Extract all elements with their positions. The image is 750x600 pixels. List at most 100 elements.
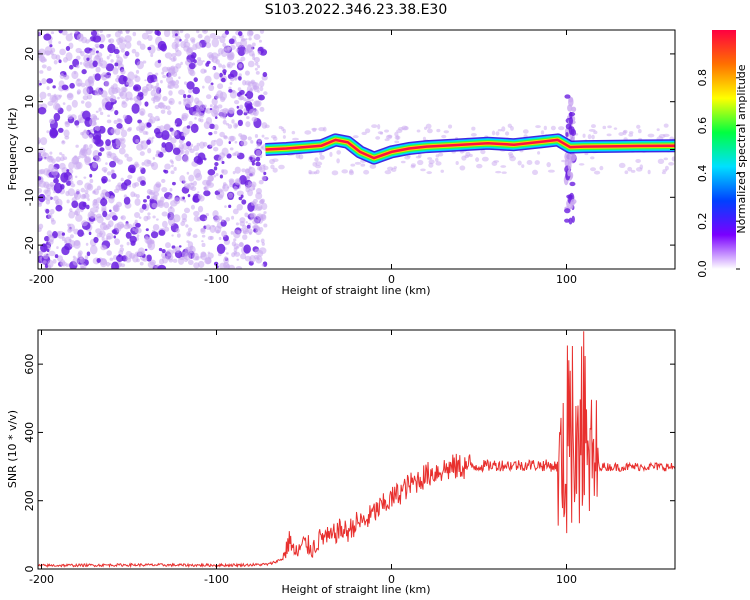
- noise-speckle: [213, 130, 218, 135]
- noise-speckle: [80, 116, 83, 120]
- noise-speckle: [192, 180, 198, 186]
- track-speckle: [423, 126, 428, 130]
- noise-speckle: [174, 246, 181, 254]
- noise-speckle: [209, 33, 217, 39]
- noise-speckle: [38, 169, 44, 175]
- noise-speckle: [84, 182, 92, 190]
- track-speckle: [578, 163, 585, 166]
- noise-speckle: [40, 243, 48, 253]
- noise-speckle: [146, 74, 154, 84]
- noise-speckle: [184, 252, 192, 261]
- noise-speckle: [106, 235, 112, 240]
- noise-speckle: [38, 193, 46, 203]
- noise-speckle: [150, 53, 154, 58]
- noise-speckle: [173, 83, 179, 89]
- noise-speckle: [46, 66, 52, 71]
- noise-speckle: [195, 42, 203, 50]
- track-speckle: [329, 151, 333, 157]
- noise-speckle: [119, 42, 127, 50]
- noise-speckle: [236, 258, 240, 261]
- noise-speckle: [115, 46, 119, 50]
- track-speckle: [668, 162, 675, 166]
- noise-speckle: [93, 236, 99, 244]
- noise-speckle: [134, 198, 141, 206]
- noise-speckle: [137, 91, 141, 94]
- noise-speckle: [67, 114, 74, 120]
- noise-speckle: [210, 139, 216, 147]
- noise-speckle: [140, 125, 145, 132]
- track-speckle: [312, 128, 317, 132]
- noise-speckle: [203, 190, 211, 197]
- noise-speckle: [38, 31, 42, 36]
- noise-speckle: [85, 101, 92, 109]
- noise-speckle: [115, 137, 123, 147]
- noise-speckle: [180, 61, 183, 65]
- noise-speckle: [207, 251, 211, 255]
- noise-speckle: [61, 140, 65, 144]
- noise-speckle: [166, 254, 174, 261]
- noise-speckle: [43, 33, 52, 41]
- track-speckle: [349, 169, 354, 174]
- noise-speckle: [186, 47, 193, 56]
- noise-speckle: [69, 82, 75, 89]
- noise-speckle: [160, 196, 165, 202]
- track-speckle: [426, 171, 433, 175]
- noise-speckle: [131, 48, 137, 54]
- noise-speckle: [125, 231, 132, 239]
- noise-speckle: [234, 76, 239, 80]
- noise-speckle: [254, 133, 259, 138]
- track-speckle: [590, 156, 595, 160]
- noise-speckle: [204, 35, 211, 44]
- noise-speckle: [96, 213, 102, 219]
- noise-speckle: [161, 249, 166, 254]
- noise-speckle: [114, 238, 121, 245]
- noise-speckle: [201, 240, 204, 243]
- noise-speckle: [101, 176, 108, 184]
- track-speckle: [543, 125, 547, 131]
- noise-speckle: [150, 162, 155, 167]
- noise-speckle: [106, 119, 112, 124]
- track-speckle: [481, 156, 489, 162]
- noise-speckle: [223, 47, 227, 51]
- noise-speckle: [148, 190, 156, 196]
- burst-speckle: [567, 160, 572, 171]
- noise-speckle: [260, 145, 264, 149]
- noise-speckle: [119, 223, 125, 228]
- spectrogram-y-tick-label: -10: [23, 188, 36, 206]
- noise-speckle: [101, 167, 108, 172]
- noise-speckle: [51, 95, 59, 104]
- track-speckle: [501, 171, 507, 174]
- noise-speckle: [106, 33, 111, 38]
- noise-speckle: [99, 258, 108, 268]
- noise-speckle: [62, 102, 66, 105]
- noise-speckle: [173, 166, 177, 171]
- noise-speckle: [124, 153, 129, 158]
- noise-speckle: [181, 218, 187, 223]
- noise-speckle: [40, 56, 46, 64]
- noise-speckle: [155, 218, 159, 221]
- page-title: S103.2022.346.23.38.E30: [265, 2, 448, 18]
- noise-speckle: [79, 33, 84, 38]
- noise-speckle: [50, 184, 54, 187]
- noise-speckle: [219, 174, 224, 179]
- noise-speckle: [147, 113, 153, 118]
- track-speckle: [384, 170, 392, 175]
- noise-speckle: [106, 223, 111, 230]
- burst-speckle: [564, 94, 571, 99]
- noise-speckle: [239, 89, 245, 95]
- track-speckle: [352, 135, 359, 139]
- noise-speckle: [221, 160, 225, 165]
- noise-speckle: [81, 148, 88, 157]
- noise-speckle: [172, 181, 176, 186]
- noise-speckle: [100, 72, 108, 81]
- noise-speckle: [121, 188, 125, 192]
- noise-speckle: [73, 71, 77, 75]
- noise-speckle: [259, 30, 265, 34]
- noise-speckle: [111, 87, 119, 95]
- noise-speckle: [48, 39, 53, 45]
- noise-speckle: [245, 185, 250, 189]
- noise-speckle: [178, 143, 185, 150]
- noise-speckle: [114, 128, 121, 136]
- noise-speckle: [262, 72, 268, 78]
- noise-speckle: [221, 147, 229, 156]
